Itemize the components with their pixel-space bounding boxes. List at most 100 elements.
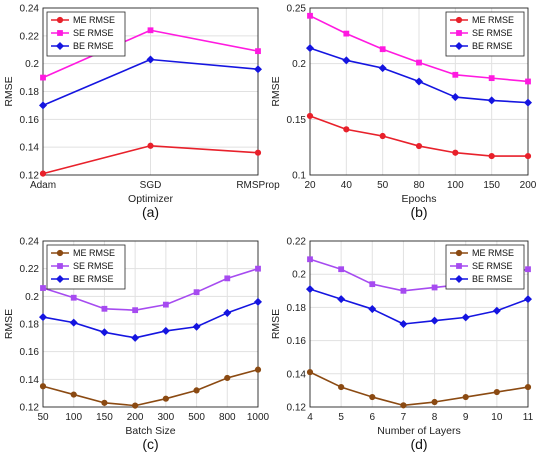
data-point-be-rmse bbox=[337, 295, 346, 304]
data-point-se-rmse bbox=[224, 275, 231, 282]
x-axis-label: Epochs bbox=[401, 193, 436, 205]
data-point-se-rmse bbox=[525, 266, 531, 273]
panel-number-of-layers: 4 5 6 7 8 9 10 11 0.12 0.14 0.16 0.18 0.2 0.22 Number … bbox=[270, 237, 534, 453]
data-point-me-rmse bbox=[39, 383, 47, 390]
legend-label-me-rmse: ME RMSE bbox=[73, 248, 115, 258]
data-point-me-rmse bbox=[343, 126, 350, 133]
data-point-be-rmse bbox=[38, 313, 48, 322]
data-point-me-rmse bbox=[338, 383, 345, 391]
x-axis-label: Number of Layers bbox=[377, 425, 460, 437]
y-tick-label: 0.16 bbox=[20, 115, 40, 126]
y-axis-label: RMSE bbox=[270, 76, 282, 106]
x-tick-label: 9 bbox=[463, 412, 469, 423]
y-tick-label: 0.22 bbox=[20, 31, 40, 42]
data-point-me-rmse bbox=[493, 388, 500, 396]
legend-label-be-rmse: BE RMSE bbox=[73, 274, 114, 284]
data-point-me-rmse bbox=[379, 132, 386, 140]
series-be-rmse bbox=[305, 44, 533, 107]
series-be-rmse bbox=[38, 55, 263, 110]
x-tick-label: 80 bbox=[413, 180, 425, 191]
series-line-me-rmse bbox=[309, 371, 529, 407]
legend-label-me-rmse: ME RMSE bbox=[472, 15, 514, 25]
x-tick-label: 100 bbox=[65, 412, 82, 423]
panel-optimizer: Adam SGD RMSProp 0.12 0.14 0.16 0.18 0.2 0.22 0.2… bbox=[3, 4, 280, 221]
y-tick-label: 0.24 bbox=[20, 237, 40, 248]
legend-marker-be-rmse bbox=[454, 274, 464, 284]
data-point-be-rmse bbox=[430, 316, 439, 325]
data-point-me-rmse bbox=[147, 142, 154, 149]
data-point-be-rmse bbox=[223, 308, 232, 317]
data-point-se-rmse bbox=[40, 74, 46, 81]
panel-label: (d) bbox=[410, 436, 427, 452]
y-tick-label: 0.18 bbox=[287, 303, 307, 314]
data-point-be-rmse bbox=[69, 318, 78, 327]
data-point-be-rmse bbox=[523, 295, 533, 304]
y-axis-label: RMSE bbox=[3, 76, 15, 106]
x-tick-label: 50 bbox=[37, 412, 49, 423]
data-point-me-rmse bbox=[369, 393, 376, 401]
x-axis-label: Optimizer bbox=[128, 193, 173, 205]
data-point-se-rmse bbox=[255, 48, 261, 55]
y-tick-label: 0.15 bbox=[287, 115, 307, 126]
x-tick-label: Adam bbox=[30, 180, 56, 191]
x-tick-label: 8 bbox=[432, 412, 438, 423]
data-point-be-rmse bbox=[399, 319, 408, 329]
data-point-se-rmse bbox=[132, 307, 139, 314]
legend-label-be-rmse: BE RMSE bbox=[472, 274, 513, 284]
plot-frame bbox=[42, 7, 259, 176]
data-point-se-rmse bbox=[162, 301, 169, 308]
y-tick-label: 0.2 bbox=[292, 59, 306, 70]
legend: ME RMSE SE RMSE BE RMSE bbox=[445, 244, 525, 290]
series-me-rmse bbox=[39, 142, 262, 177]
data-point-se-rmse bbox=[147, 27, 154, 34]
series-be-rmse bbox=[305, 285, 533, 329]
data-point-me-rmse bbox=[224, 374, 231, 382]
series-me-rmse bbox=[306, 369, 532, 409]
series-line-be-rmse bbox=[309, 288, 529, 325]
plot-frame bbox=[309, 240, 529, 408]
y-tick-label: 0.14 bbox=[20, 143, 40, 154]
y-tick-label: 0.2 bbox=[25, 292, 39, 303]
data-point-se-rmse bbox=[193, 289, 200, 296]
x-tick-label: 6 bbox=[370, 412, 376, 423]
data-point-se-rmse bbox=[338, 266, 345, 273]
data-point-be-rmse bbox=[161, 326, 170, 335]
plot-frame bbox=[42, 240, 259, 408]
data-point-be-rmse bbox=[523, 98, 533, 107]
x-tick-label: 1000 bbox=[247, 412, 270, 423]
legend-marker-be-rmse bbox=[55, 41, 65, 51]
data-point-me-rmse bbox=[132, 402, 139, 409]
data-point-me-rmse bbox=[193, 387, 200, 394]
y-tick-label: 0.18 bbox=[20, 320, 40, 331]
data-point-se-rmse bbox=[307, 256, 313, 263]
x-tick-label: 7 bbox=[401, 412, 407, 423]
data-point-me-rmse bbox=[70, 391, 77, 398]
data-point-be-rmse bbox=[192, 322, 201, 331]
x-tick-label: SGD bbox=[140, 180, 162, 191]
data-point-me-rmse bbox=[162, 395, 169, 402]
legend-label-me-rmse: ME RMSE bbox=[472, 248, 514, 258]
y-tick-label: 0.1 bbox=[292, 171, 306, 182]
x-tick-label: 150 bbox=[96, 412, 113, 423]
data-point-be-rmse bbox=[305, 285, 315, 294]
y-tick-label: 0.22 bbox=[20, 264, 40, 275]
x-tick-label: 200 bbox=[127, 412, 144, 423]
legend: ME RMSE SE RMSE BE RMSE bbox=[46, 244, 126, 290]
plot-frame bbox=[309, 7, 529, 176]
x-tick-label: 200 bbox=[520, 180, 537, 191]
series-line-me-rmse bbox=[42, 368, 259, 407]
data-point-be-rmse bbox=[131, 333, 140, 342]
legend: ME RMSE SE RMSE BE RMSE bbox=[445, 11, 525, 57]
data-point-be-rmse bbox=[146, 55, 155, 64]
x-tick-label: 40 bbox=[341, 180, 353, 191]
series-line-be-rmse bbox=[42, 301, 259, 339]
y-tick-label: 0.18 bbox=[20, 87, 40, 98]
legend-label-be-rmse: BE RMSE bbox=[472, 41, 513, 51]
panel-label: (a) bbox=[142, 204, 159, 220]
series-me-rmse bbox=[39, 366, 262, 409]
y-tick-label: 0.22 bbox=[287, 237, 307, 248]
x-tick-label: 800 bbox=[219, 412, 236, 423]
data-point-be-rmse bbox=[38, 101, 48, 110]
x-tick-label: 150 bbox=[483, 180, 500, 191]
